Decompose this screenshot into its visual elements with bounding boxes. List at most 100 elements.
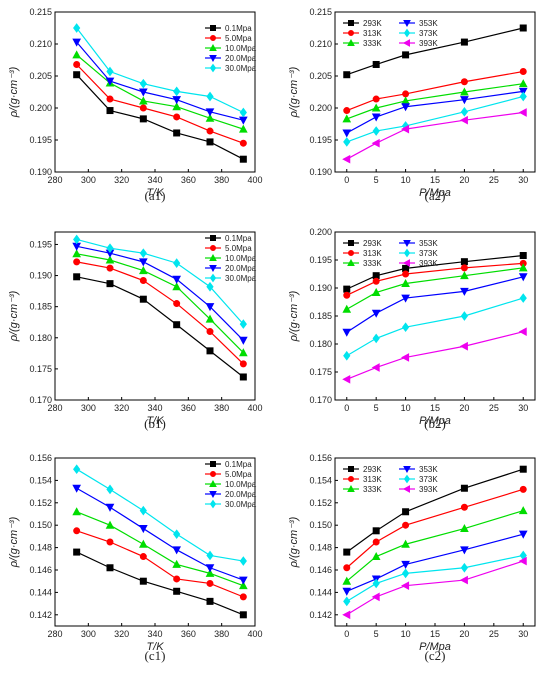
x-tick-label: 5: [374, 175, 379, 185]
x-tick-label: 340: [147, 403, 162, 413]
series-393K: [342, 108, 527, 164]
series-5.0Mpa: [73, 258, 247, 368]
data-point: [173, 575, 181, 583]
data-point: [518, 108, 527, 117]
data-point: [343, 291, 351, 299]
data-point: [372, 277, 380, 285]
legend-marker: [403, 474, 411, 484]
data-point: [106, 280, 114, 288]
data-point: [73, 464, 81, 475]
y-tick-label: 0.185: [29, 302, 52, 312]
data-point: [105, 503, 115, 512]
data-point: [206, 138, 214, 146]
data-point: [519, 465, 527, 473]
y-tick-label: 0.210: [29, 39, 52, 49]
series-line: [346, 70, 524, 112]
series-373K: [343, 293, 527, 361]
data-point: [402, 521, 410, 529]
data-point: [239, 107, 247, 118]
legend-marker: [348, 476, 354, 482]
data-point: [343, 107, 351, 115]
data-point: [519, 485, 527, 493]
x-tick-label: 30: [518, 629, 528, 639]
series-373K: [343, 550, 527, 607]
data-point: [205, 108, 215, 117]
y-tick-label: 0.156: [29, 453, 52, 463]
y-tick-label: 0.200: [309, 103, 332, 113]
legend-label: 20.0Mpa: [225, 264, 257, 273]
series-line: [76, 253, 244, 354]
data-point: [460, 78, 468, 86]
y-axis-title: ρ/(g·cm⁻³): [288, 290, 300, 342]
data-point: [519, 24, 527, 32]
panel-label: (a1): [145, 188, 166, 203]
x-tick-label: 280: [47, 629, 62, 639]
legend-label: 0.1Mpa: [225, 460, 252, 469]
x-tick-label: 0: [344, 403, 349, 413]
data-point: [518, 79, 528, 88]
data-point: [519, 252, 527, 260]
legend-label: 353K: [419, 19, 438, 28]
legend-label: 333K: [363, 485, 382, 494]
y-tick-label: 0.142: [309, 610, 332, 620]
data-point: [460, 258, 468, 266]
x-tick-label: 25: [489, 175, 499, 185]
y-tick-label: 0.144: [29, 587, 52, 597]
data-point: [106, 95, 114, 103]
x-tick-label: 0: [344, 175, 349, 185]
data-point: [342, 114, 352, 123]
data-point: [372, 60, 380, 68]
y-tick-label: 0.195: [309, 255, 332, 265]
legend-marker: [210, 245, 216, 251]
panel-label: (c2): [425, 648, 446, 663]
legend-marker: [209, 499, 217, 509]
data-point: [173, 529, 181, 539]
y-tick-label: 0.170: [309, 395, 332, 405]
legend-marker: [209, 273, 217, 283]
y-tick-label: 0.180: [29, 333, 52, 343]
data-point: [106, 564, 114, 572]
legend-marker: [209, 265, 217, 273]
data-point: [206, 281, 214, 292]
x-tick-label: 20: [459, 629, 469, 639]
x-axis-title: T/K: [146, 415, 164, 427]
data-point: [139, 577, 147, 585]
legend-label: 30.0Mpa: [225, 500, 257, 509]
data-point: [372, 527, 380, 535]
legend-marker: [403, 240, 411, 248]
data-point: [206, 579, 214, 587]
legend-marker: [347, 484, 355, 492]
data-point: [139, 553, 147, 561]
data-point: [460, 524, 469, 533]
x-axis-title: T/K: [146, 641, 164, 653]
data-point: [173, 258, 181, 268]
data-point: [139, 277, 147, 285]
data-point: [106, 107, 114, 115]
x-tick-label: 15: [430, 403, 440, 413]
data-point: [460, 38, 468, 46]
data-point: [402, 51, 410, 59]
y-tick-label: 0.142: [29, 610, 52, 620]
data-point: [72, 50, 82, 59]
series-293K: [343, 465, 527, 556]
data-point: [205, 303, 215, 312]
data-point: [239, 593, 247, 601]
legend-label: 373K: [419, 475, 438, 484]
y-axis-title: ρ/(g·cm⁻³): [288, 66, 300, 118]
data-point: [73, 548, 81, 556]
series-line: [76, 245, 244, 341]
data-point: [343, 548, 351, 556]
data-point: [239, 139, 247, 147]
series-line: [76, 238, 244, 325]
legend-label: 353K: [419, 465, 438, 474]
data-point: [73, 60, 81, 68]
x-tick-label: 360: [181, 403, 196, 413]
y-tick-label: 0.210: [309, 39, 332, 49]
y-tick-label: 0.150: [29, 520, 52, 530]
legend-marker: [210, 461, 216, 467]
chart-panel-c2: 0 5 10 15 20 25 30 0.142 0.144 0.146 0.148 0.150 0.1…: [288, 453, 536, 663]
legend-marker: [348, 20, 354, 26]
y-tick-label: 0.195: [29, 239, 52, 249]
